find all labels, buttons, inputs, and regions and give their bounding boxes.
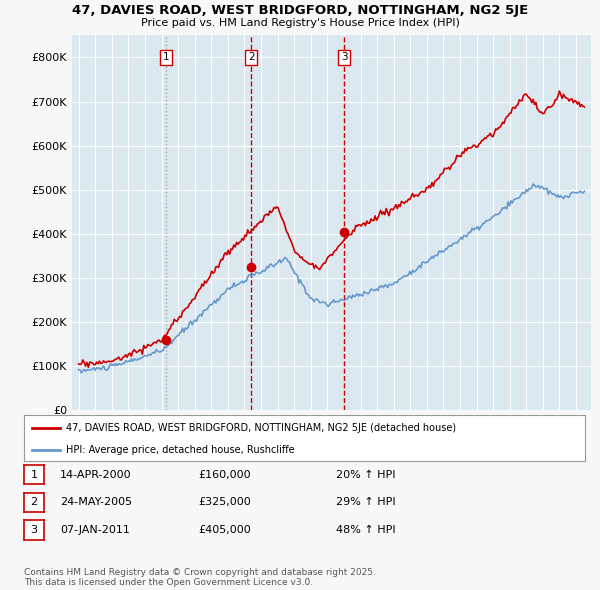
Text: 20% ↑ HPI: 20% ↑ HPI — [336, 470, 395, 480]
Text: 2: 2 — [248, 53, 254, 63]
Text: HPI: Average price, detached house, Rushcliffe: HPI: Average price, detached house, Rush… — [66, 445, 295, 455]
Text: 2: 2 — [31, 497, 37, 507]
Text: 47, DAVIES ROAD, WEST BRIDGFORD, NOTTINGHAM, NG2 5JE: 47, DAVIES ROAD, WEST BRIDGFORD, NOTTING… — [72, 4, 528, 17]
Text: 1: 1 — [31, 470, 37, 480]
Text: 1: 1 — [163, 53, 170, 63]
Text: Contains HM Land Registry data © Crown copyright and database right 2025.
This d: Contains HM Land Registry data © Crown c… — [24, 568, 376, 587]
Text: 48% ↑ HPI: 48% ↑ HPI — [336, 525, 395, 535]
Text: 3: 3 — [341, 53, 347, 63]
Text: £160,000: £160,000 — [198, 470, 251, 480]
Text: 14-APR-2000: 14-APR-2000 — [60, 470, 131, 480]
Text: 47, DAVIES ROAD, WEST BRIDGFORD, NOTTINGHAM, NG2 5JE (detached house): 47, DAVIES ROAD, WEST BRIDGFORD, NOTTING… — [66, 423, 456, 433]
Text: 24-MAY-2005: 24-MAY-2005 — [60, 497, 132, 507]
Text: 07-JAN-2011: 07-JAN-2011 — [60, 525, 130, 535]
Text: £405,000: £405,000 — [198, 525, 251, 535]
Text: Price paid vs. HM Land Registry's House Price Index (HPI): Price paid vs. HM Land Registry's House … — [140, 18, 460, 28]
Text: 3: 3 — [31, 525, 37, 535]
Text: 29% ↑ HPI: 29% ↑ HPI — [336, 497, 395, 507]
Text: £325,000: £325,000 — [198, 497, 251, 507]
